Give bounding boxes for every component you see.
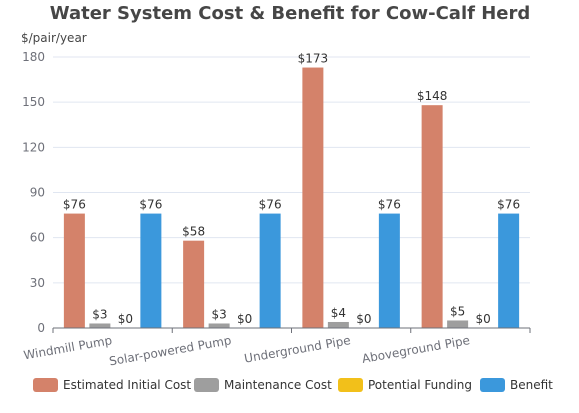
bar-estimated-initial-cost[interactable] — [63, 213, 85, 328]
legend-label: Potential Funding — [368, 378, 472, 392]
legend-swatch — [338, 378, 363, 392]
data-labels: $76 $3 $0 $76 $58 $3 $0 $76 $173 $4 $0 $76 $148 $5 $0 $… — [63, 52, 520, 326]
bar-maintenance-cost[interactable] — [89, 323, 111, 328]
data-label: $173 — [298, 52, 329, 66]
legend-swatch — [33, 378, 58, 392]
legend-item-maintenance-cost[interactable]: Maintenance Cost — [194, 378, 332, 392]
y-axis-label: $/pair/year — [21, 31, 87, 45]
bar-benefit[interactable] — [259, 213, 281, 328]
grid: 0 30 60 90 120 150 180 — [22, 50, 530, 335]
y-tick-label: 90 — [30, 186, 45, 200]
bar-maintenance-cost[interactable] — [327, 321, 349, 328]
y-tick-label: 60 — [30, 231, 45, 245]
bar-maintenance-cost[interactable] — [447, 320, 469, 328]
bar-benefit[interactable] — [140, 213, 162, 328]
data-label: $76 — [139, 198, 162, 212]
data-label: $76 — [497, 198, 520, 212]
bar-benefit[interactable] — [378, 213, 400, 328]
legend-label: Estimated Initial Cost — [63, 378, 191, 392]
x-tick-label: Solar-powered Pump — [108, 333, 232, 368]
y-tick-label: 30 — [30, 276, 45, 290]
data-label: $76 — [259, 198, 282, 212]
y-tick-label: 180 — [22, 50, 45, 64]
data-label: $0 — [356, 312, 371, 326]
data-label: $0 — [475, 312, 490, 326]
y-tick-label: 120 — [22, 140, 45, 154]
legend-swatch — [194, 378, 219, 392]
bar-estimated-initial-cost[interactable] — [183, 240, 205, 328]
data-label: $5 — [450, 304, 465, 318]
legend-item-benefit[interactable]: Benefit — [480, 378, 553, 392]
data-label: $3 — [92, 307, 107, 321]
y-tick-label: 150 — [22, 95, 45, 109]
x-tick-label: Underground Pipe — [243, 333, 351, 365]
bar-maintenance-cost[interactable] — [208, 323, 230, 328]
legend[interactable]: Estimated Initial Cost Maintenance Cost Po… — [33, 378, 553, 392]
x-tick-label: Windmill Pump — [22, 333, 113, 362]
legend-item-potential-funding[interactable]: Potential Funding — [338, 378, 472, 392]
x-tick-label: Aboveground Pipe — [361, 333, 471, 366]
data-label: $76 — [63, 198, 86, 212]
data-label: $58 — [182, 225, 205, 239]
legend-label: Maintenance Cost — [224, 378, 332, 392]
legend-item-estimated-initial-cost[interactable]: Estimated Initial Cost — [33, 378, 191, 392]
data-label: $4 — [331, 306, 346, 320]
bar-benefit[interactable] — [498, 213, 520, 328]
data-label: $76 — [378, 198, 401, 212]
data-label: $0 — [118, 312, 133, 326]
bars — [63, 67, 520, 329]
chart-title: Water System Cost & Benefit for Cow-Calf… — [50, 3, 531, 24]
legend-label: Benefit — [510, 378, 553, 392]
data-label: $3 — [211, 307, 226, 321]
data-label: $0 — [237, 312, 252, 326]
data-label: $148 — [417, 89, 448, 103]
legend-swatch — [480, 378, 505, 392]
y-tick-label: 0 — [37, 321, 45, 335]
bar-estimated-initial-cost[interactable] — [421, 105, 443, 328]
bar-estimated-initial-cost[interactable] — [302, 67, 324, 329]
